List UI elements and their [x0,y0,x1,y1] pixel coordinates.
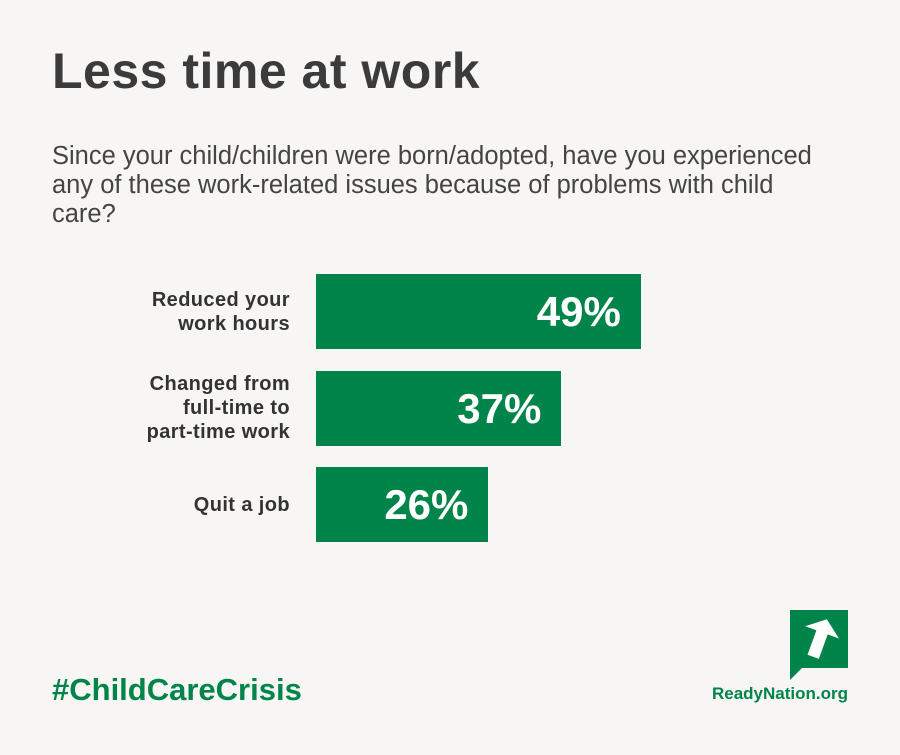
category-label: Quit a job [193,493,290,516]
category-label: Reduced your work hours [151,288,290,335]
value-label: 37% [457,384,542,432]
value-label: 26% [384,481,469,528]
chart-subtitle: Since your child/children were born/adop… [52,142,812,228]
hashtag: #ChildCareCrisis [52,672,302,707]
logo [790,610,848,680]
logo-arrow [805,619,839,659]
category-label: Changed from full-time to part-time work [146,373,290,443]
bar: 49% [316,274,641,349]
bar: 37% [316,370,562,446]
value-label: 49% [536,288,621,335]
chart-title: Less time at work [52,43,481,99]
bar: 26% [316,467,489,542]
source-link: ReadyNation.org [711,684,848,703]
